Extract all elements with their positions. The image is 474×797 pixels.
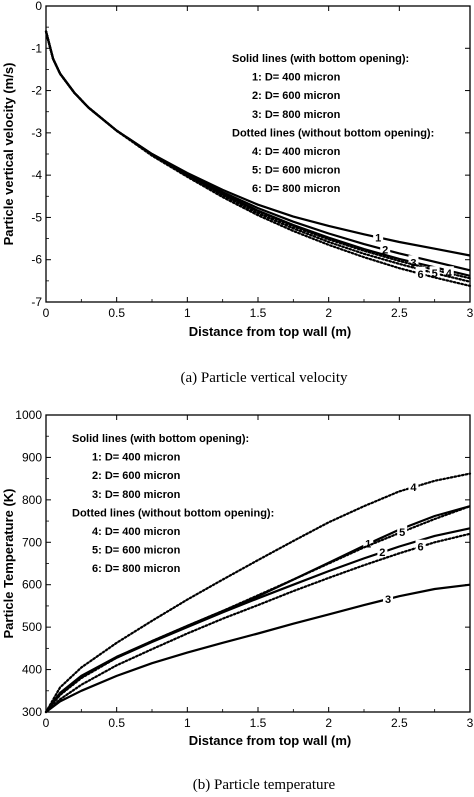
curve-label-6: 6 <box>417 542 423 554</box>
legend-entry: 4: D= 400 micron <box>252 146 341 158</box>
legend-entry: 3: D= 800 micron <box>252 109 341 121</box>
figure-caption: (b) Particle temperature <box>193 777 336 793</box>
y-axis-label: Particle Temperature (K) <box>1 488 16 638</box>
x-tick-label: 1 <box>184 716 191 730</box>
curve-label-bg <box>363 536 374 550</box>
legend-entry: 2: D= 600 micron <box>92 470 181 482</box>
x-tick-label: 1.5 <box>250 306 267 320</box>
curve-label-2: 2 <box>382 245 388 257</box>
y-tick-label: -5 <box>31 210 42 224</box>
chart-panel-2: 0 0.5 1 1.5 2 2.5 3 300 400 500 600 700 800 900 1000 Di… <box>1 408 474 793</box>
series-line-5 <box>44 505 472 714</box>
x-tick-label: 3 <box>467 306 474 320</box>
x-tick-label: 0 <box>43 716 50 730</box>
curve-label-bg <box>443 266 454 280</box>
legend-entry: Solid lines (with bottom opening): <box>72 433 249 445</box>
y-axis-label: Particle vertical velocity (m/s) <box>1 63 16 246</box>
curve-label-6: 6 <box>417 269 423 281</box>
legend-entry: Dotted lines (without bottom opening): <box>232 127 434 139</box>
y-tick-label: 800 <box>22 493 42 507</box>
x-tick-label: 0.5 <box>108 716 125 730</box>
x-tick-label: 2.5 <box>391 306 408 320</box>
figure-caption: (a) Particle vertical velocity <box>181 370 348 386</box>
curve-label-5: 5 <box>432 268 438 280</box>
x-tick-label: 2 <box>325 716 332 730</box>
series-line-4 <box>44 472 472 714</box>
curve-label-bg <box>380 242 391 256</box>
series-line-6 <box>44 30 472 287</box>
y-tick-label: 300 <box>22 705 42 719</box>
y-tick-label: -7 <box>31 295 42 309</box>
x-tick-label: 0 <box>43 306 50 320</box>
curve-label-bg <box>377 545 388 559</box>
curve-label-bg <box>408 255 419 269</box>
legend-entry: Dotted lines (without bottom opening): <box>72 507 274 519</box>
curve-label-bg <box>415 266 426 280</box>
legend-entry: 5: D= 600 micron <box>252 165 341 177</box>
series-line-3 <box>45 583 471 713</box>
x-axis-label: Distance from top wall (m) <box>189 324 352 339</box>
curve-label-3: 3 <box>410 257 416 269</box>
y-tick-label: -6 <box>31 253 42 267</box>
legend-entry: 6: D= 800 micron <box>252 183 341 195</box>
curve-label-bg <box>397 524 408 538</box>
x-tick-label: 1.5 <box>250 716 267 730</box>
curve-label-4: 4 <box>446 268 453 280</box>
y-tick-label: 600 <box>22 578 42 592</box>
y-tick-label: 0 <box>35 0 42 13</box>
curve-label-bg <box>408 480 419 494</box>
legend-entry: 1: D= 400 micron <box>252 72 341 84</box>
x-axis-label: Distance from top wall (m) <box>189 733 352 748</box>
y-tick-label: 1000 <box>15 408 42 422</box>
legend-entry: 2: D= 600 micron <box>252 90 341 102</box>
legend-entry: 1: D= 400 micron <box>92 452 181 464</box>
x-tick-label: 0.5 <box>108 306 125 320</box>
x-tick-label: 3 <box>467 716 474 730</box>
series-line-6 <box>44 532 472 714</box>
curve-label-5: 5 <box>399 527 405 539</box>
chart-panel-1: 0 0.5 1 1.5 2 2.5 3 0 -1 -2 -3 -4 -5 -6 -7 Distance fro… <box>1 0 474 386</box>
y-tick-label: -3 <box>31 126 42 140</box>
curve-label-2: 2 <box>379 547 385 559</box>
y-tick-label: 400 <box>22 663 42 677</box>
y-tick-label: 700 <box>22 535 42 549</box>
curve-label-bg <box>415 539 426 553</box>
curve-label-bg <box>429 266 440 280</box>
curve-label-bg <box>373 230 384 244</box>
x-tick-label: 2.5 <box>391 716 408 730</box>
y-tick-label: 900 <box>22 450 42 464</box>
legend-entry: 4: D= 400 micron <box>92 526 181 538</box>
curve-label-4: 4 <box>410 482 417 494</box>
curve-label-bg <box>383 592 394 606</box>
y-tick-label: -2 <box>31 84 42 98</box>
legend-entry: 3: D= 800 micron <box>92 489 181 501</box>
x-tick-label: 2 <box>325 306 332 320</box>
curve-label-1: 1 <box>375 232 381 244</box>
y-tick-label: -1 <box>31 41 42 55</box>
y-tick-label: 500 <box>22 620 42 634</box>
series-line-1 <box>44 31 471 257</box>
x-tick-label: 1 <box>184 306 191 320</box>
y-tick-label: -4 <box>31 168 42 182</box>
curve-label-3: 3 <box>385 594 391 606</box>
legend-entry: 5: D= 600 micron <box>92 545 181 557</box>
legend-entry: 6: D= 800 micron <box>92 563 181 575</box>
legend-entry: Solid lines (with bottom opening): <box>232 53 409 65</box>
